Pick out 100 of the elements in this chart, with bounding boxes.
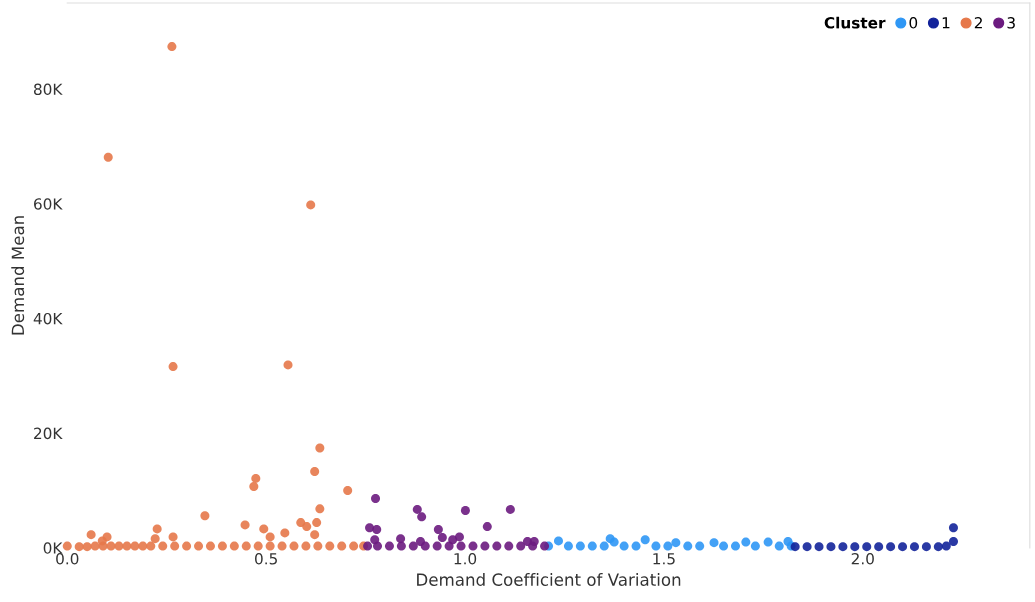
point	[205, 541, 215, 551]
point	[750, 541, 760, 551]
point	[826, 542, 836, 552]
point	[898, 542, 908, 552]
point	[253, 541, 263, 551]
legend-title: Cluster	[824, 16, 886, 29]
point	[249, 481, 259, 491]
point	[504, 541, 514, 551]
point	[158, 541, 168, 551]
point	[167, 42, 177, 52]
point	[251, 473, 261, 483]
point	[719, 541, 729, 551]
point	[709, 538, 719, 548]
point	[814, 542, 824, 552]
point	[909, 542, 919, 552]
point	[289, 541, 299, 551]
point	[640, 535, 650, 545]
point	[575, 541, 585, 551]
point	[365, 523, 375, 533]
point	[631, 541, 641, 551]
point	[432, 541, 442, 551]
point	[850, 542, 860, 552]
point	[325, 541, 335, 551]
point	[774, 541, 784, 551]
point	[301, 541, 311, 551]
x-tick-label: 2.0	[851, 552, 874, 565]
point	[265, 541, 275, 551]
point	[168, 532, 178, 542]
point	[529, 537, 539, 547]
x-tick-label: 1.0	[454, 552, 477, 565]
point	[138, 541, 148, 551]
point	[283, 360, 293, 370]
point	[683, 541, 693, 551]
point	[265, 532, 275, 542]
point	[948, 537, 958, 547]
point	[302, 522, 312, 532]
point	[106, 541, 116, 551]
point	[933, 542, 943, 552]
point	[433, 524, 443, 534]
point	[370, 535, 380, 545]
point	[651, 541, 661, 551]
point	[306, 200, 316, 210]
point	[599, 541, 609, 551]
point	[97, 536, 107, 546]
point	[886, 542, 896, 552]
point	[349, 541, 359, 551]
point	[396, 534, 406, 544]
legend-label: 1	[942, 17, 950, 29]
point	[315, 443, 325, 453]
point	[456, 541, 466, 551]
point	[437, 533, 447, 542]
point	[194, 541, 204, 551]
point	[482, 522, 492, 532]
point	[122, 541, 132, 551]
point	[492, 541, 502, 551]
point	[663, 541, 673, 551]
y-tick-label: 40K	[33, 312, 63, 325]
point	[802, 542, 812, 552]
point	[372, 524, 382, 534]
legend-label: 2	[974, 17, 982, 29]
point	[337, 541, 347, 551]
point	[103, 152, 113, 162]
y-tick-label: 80K	[33, 83, 63, 96]
point	[838, 542, 848, 552]
legend-label: 3	[1007, 17, 1015, 29]
point	[280, 528, 290, 538]
point	[146, 541, 156, 551]
point	[671, 538, 681, 548]
point	[371, 494, 381, 503]
point	[609, 537, 619, 547]
point	[553, 536, 563, 546]
point	[384, 541, 394, 551]
point	[563, 541, 573, 551]
point	[241, 541, 251, 551]
point	[259, 524, 269, 534]
point	[921, 542, 931, 552]
point	[862, 542, 872, 552]
point	[343, 485, 353, 495]
point	[150, 534, 160, 544]
point	[296, 518, 306, 528]
x-axis-title: Demand Coefficient of Variation	[417, 573, 681, 586]
point	[505, 504, 515, 514]
point	[114, 541, 124, 551]
point	[170, 541, 180, 551]
point	[277, 541, 287, 551]
point	[74, 542, 84, 552]
point	[948, 523, 958, 533]
point	[82, 542, 92, 552]
point	[86, 530, 96, 540]
point	[310, 467, 320, 477]
point	[182, 541, 192, 551]
point	[790, 542, 800, 552]
point	[468, 541, 478, 551]
point	[200, 511, 210, 521]
point	[587, 541, 597, 551]
point	[90, 541, 100, 551]
point	[540, 541, 550, 551]
x-tick-label: 0.5	[255, 552, 277, 565]
point	[874, 542, 884, 552]
point	[941, 541, 951, 551]
